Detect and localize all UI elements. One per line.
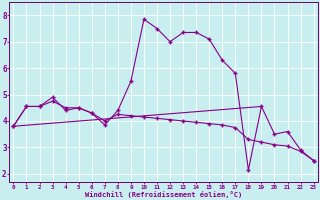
- X-axis label: Windchill (Refroidissement éolien,°C): Windchill (Refroidissement éolien,°C): [85, 191, 242, 198]
